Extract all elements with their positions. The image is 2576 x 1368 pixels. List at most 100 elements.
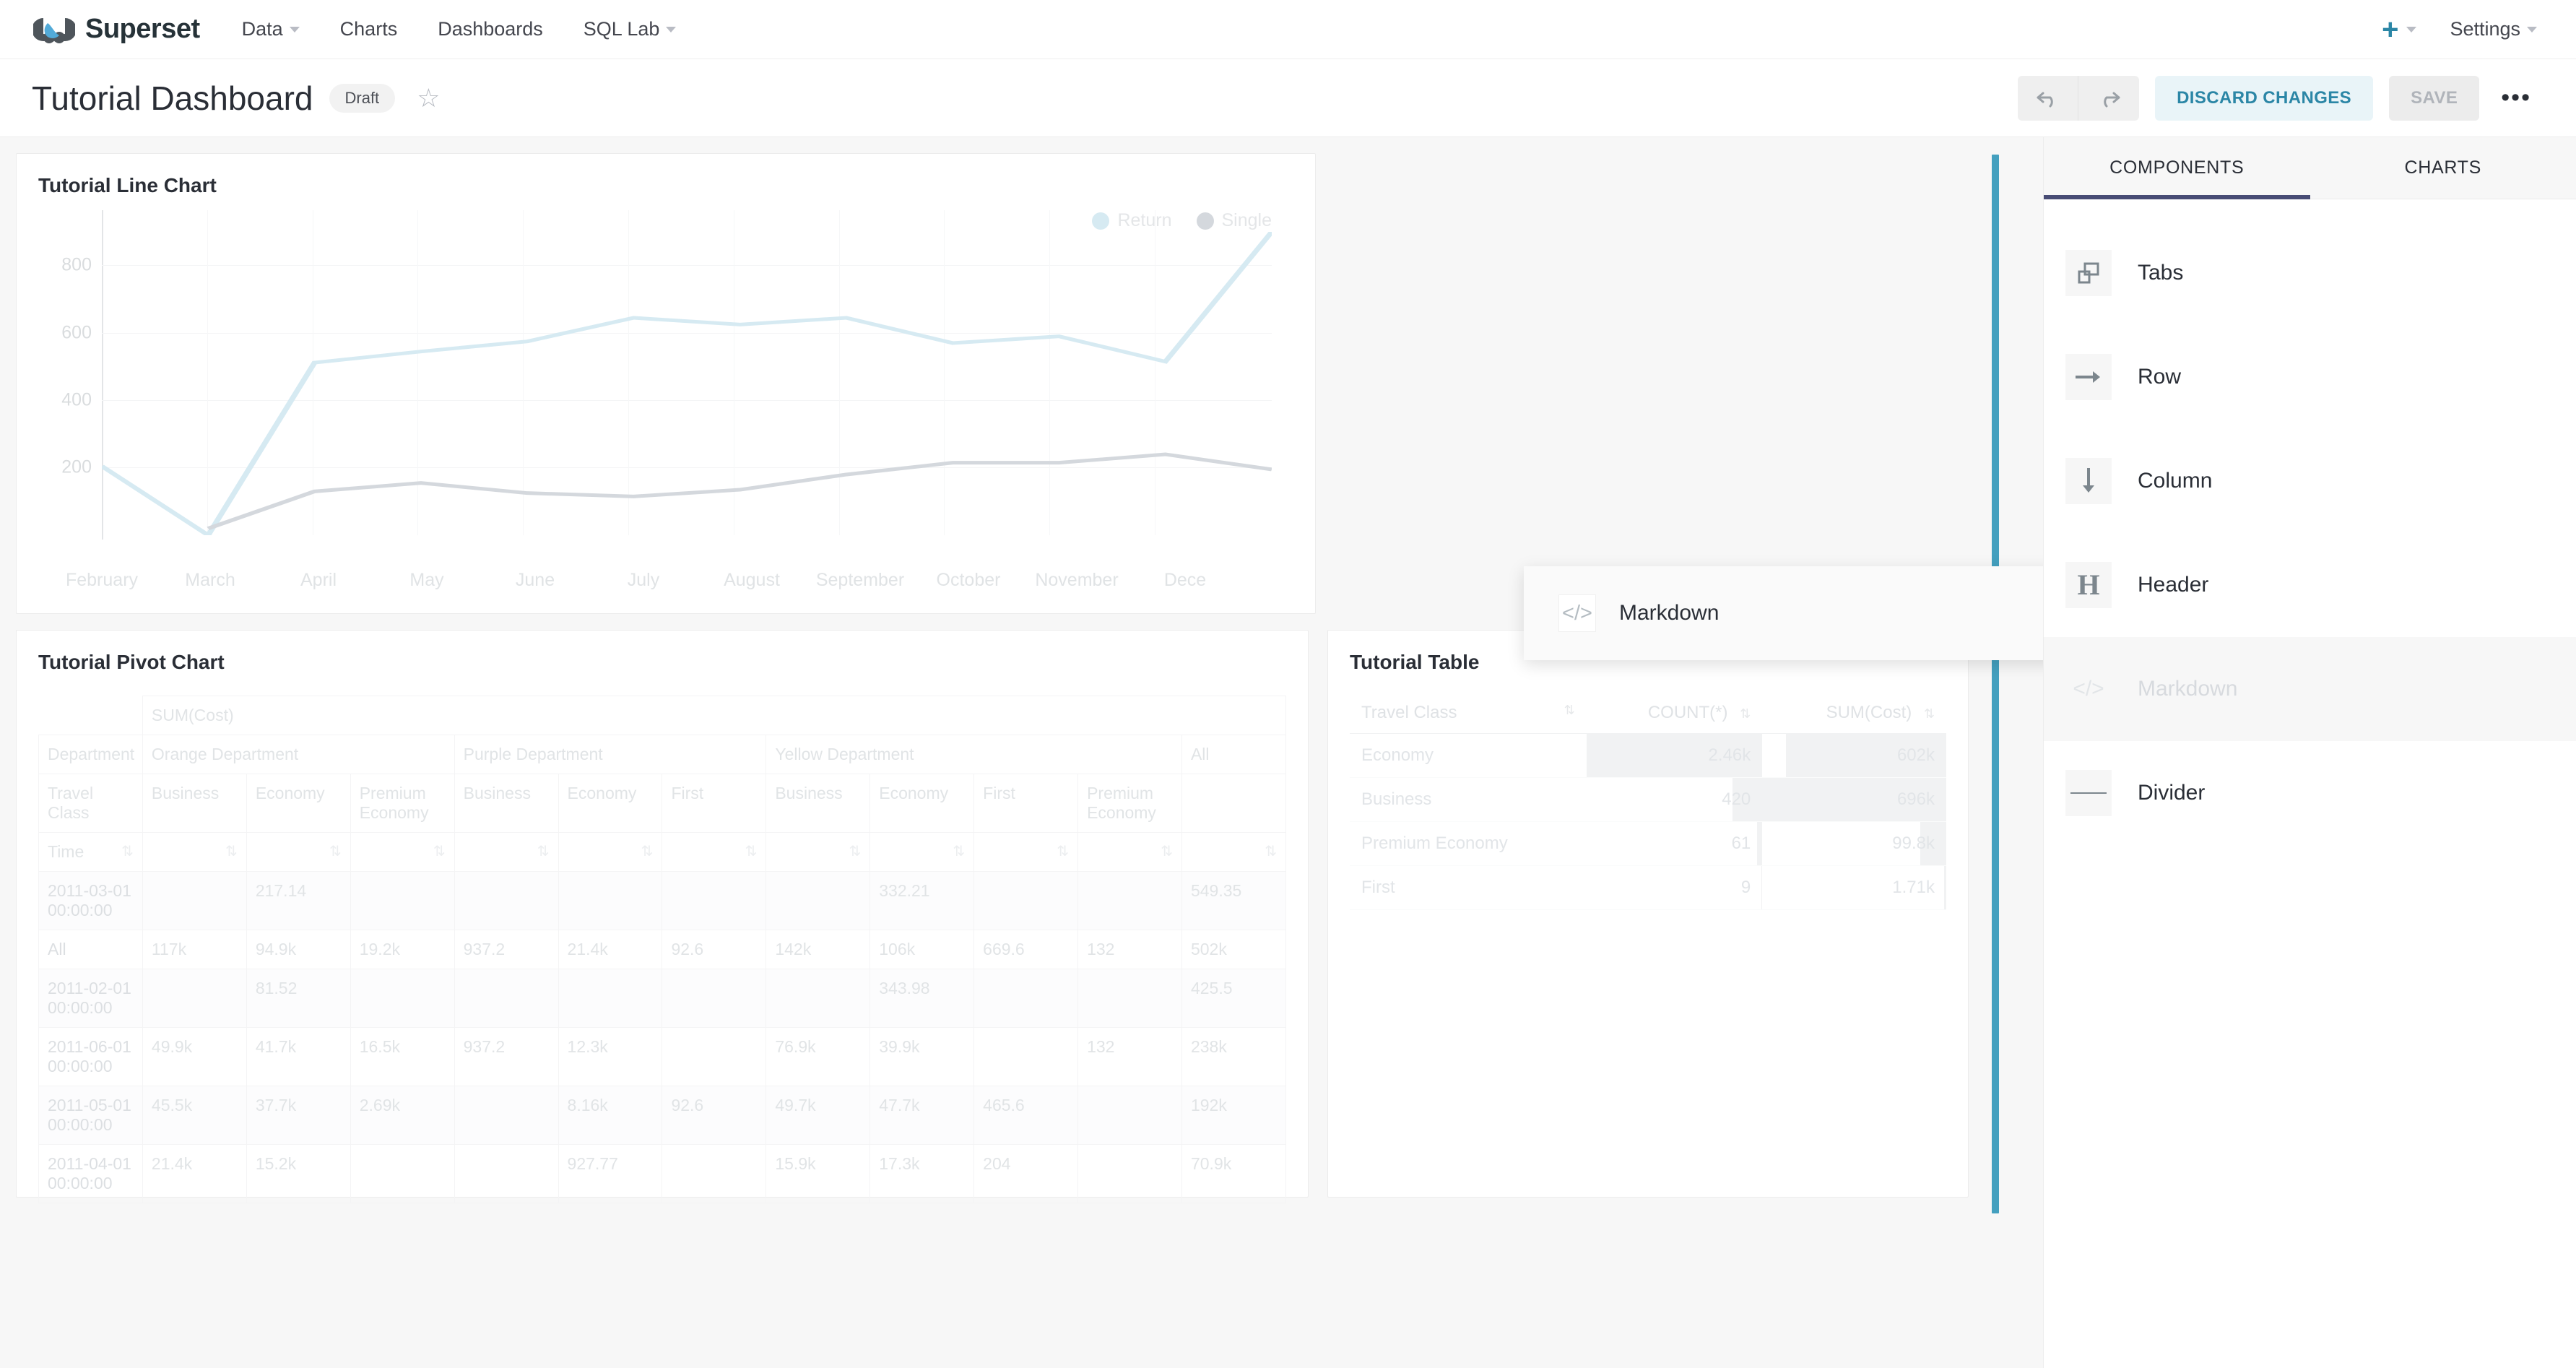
save-button[interactable]: SAVE: [2389, 75, 2480, 121]
pivot-value-cell: [973, 969, 1079, 1028]
nav-item-charts[interactable]: Charts: [340, 18, 398, 40]
legend-item-return[interactable]: Return: [1092, 210, 1172, 231]
cell-value: 420: [1722, 789, 1751, 809]
table-row[interactable]: Economy 2.46k 602k: [1350, 733, 1946, 778]
pivot-value-cell: 16.5k: [350, 1027, 455, 1086]
legend-label-return: Return: [1117, 210, 1172, 230]
nav-item-settings[interactable]: Settings: [2450, 18, 2537, 40]
pivot-value-cell: 217.14: [246, 871, 351, 930]
component-item-tabs[interactable]: Tabs: [2044, 221, 2576, 325]
brand-logo[interactable]: Superset: [32, 14, 200, 45]
redo-button[interactable]: [2078, 75, 2140, 121]
sort-icon: ⇅: [1923, 706, 1935, 721]
more-options-icon[interactable]: •••: [2501, 84, 2531, 111]
x-axis-tick: February: [65, 570, 139, 590]
sort-icon[interactable]: ⇅: [953, 844, 966, 860]
sort-icon[interactable]: ⇅: [1057, 844, 1070, 860]
column-header-sum-cost[interactable]: SUM(Cost) ⇅: [1762, 693, 1946, 734]
tab-charts[interactable]: CHARTS: [2310, 137, 2576, 199]
component-item-markdown[interactable]: </> Markdown: [2044, 637, 2576, 741]
chart-card-table[interactable]: Tutorial Table Travel Class ⇅ COUNT(*) ⇅: [1327, 630, 1969, 1198]
pivot-subgroup-label: Travel Class: [38, 774, 143, 833]
pivot-value-cell: 669.6: [973, 930, 1079, 969]
table-row[interactable]: All 117k 94.9k 19.2k 937.2 21.4k 92.6 142k 106k 6…: [38, 930, 1287, 969]
table-row[interactable]: 2011-02-01 00:00:00 81.52 343.98 425.5: [38, 969, 1287, 1028]
nav-item-data[interactable]: Data: [242, 18, 300, 40]
navbar-right: + Settings: [2382, 15, 2537, 44]
superset-logo-icon: [32, 15, 77, 44]
y-axis-tick: 800: [61, 254, 92, 275]
arrow-right-icon: [2065, 354, 2112, 400]
pivot-table-head: SUM(Cost) Department Orange Department Purp…: [38, 696, 1287, 872]
sort-icon[interactable]: ⇅: [121, 844, 134, 860]
component-item-label: Tabs: [2138, 261, 2184, 285]
pivot-class-header: First: [662, 774, 767, 833]
sort-icon[interactable]: ⇅: [225, 844, 238, 860]
pivot-value-cell: [1077, 1144, 1182, 1203]
discard-changes-button[interactable]: DISCARD CHANGES: [2155, 75, 2374, 121]
sort-icon[interactable]: ⇅: [849, 844, 862, 860]
pivot-value-cell: 92.6: [662, 1086, 767, 1145]
pivot-value-cell: 8.16k: [558, 1086, 663, 1145]
pivot-sort-cell: ⇅: [142, 832, 247, 872]
x-axis-tick: September: [815, 570, 905, 590]
empty-grid-slot[interactable]: [1316, 153, 2027, 614]
column-header-travel-class[interactable]: Travel Class ⇅: [1350, 693, 1587, 734]
pivot-value-cell: [973, 871, 1079, 930]
pivot-value-cell: 937.2: [454, 930, 559, 969]
component-item-label: Column: [2138, 469, 2213, 493]
chevron-down-icon: [289, 26, 300, 33]
chart-card-line[interactable]: Tutorial Line Chart Return Single: [16, 153, 1316, 614]
component-item-row[interactable]: Row: [2044, 325, 2576, 429]
gridline: [207, 210, 208, 535]
legend-item-single[interactable]: Single: [1196, 210, 1272, 231]
undo-button[interactable]: [2018, 75, 2079, 121]
cell-bar: [1756, 822, 1763, 865]
new-item-button[interactable]: +: [2382, 15, 2417, 44]
sort-icon[interactable]: ⇅: [329, 844, 342, 860]
x-axis-tick: June: [515, 570, 555, 590]
tab-components[interactable]: COMPONENTS: [2044, 137, 2310, 199]
table-row[interactable]: 2011-04-01 00:00:00 21.4k 15.2k 927.77 15.9k…: [38, 1144, 1287, 1203]
table-row[interactable]: Premium Economy 61 99.8k: [1350, 821, 1946, 866]
cell-value: 602k: [1896, 745, 1935, 765]
chevron-down-icon: [666, 26, 677, 33]
cell-count: 61: [1586, 821, 1763, 866]
chevron-down-icon: [2527, 26, 2537, 33]
sort-icon[interactable]: ⇅: [745, 844, 758, 860]
pivot-sort-row[interactable]: Time ⇅ ⇅ ⇅ ⇅ ⇅ ⇅ ⇅ ⇅ ⇅ ⇅ ⇅ ⇅: [38, 832, 1287, 872]
sort-icon[interactable]: ⇅: [1161, 844, 1173, 860]
pivot-value-cell: 2.69k: [350, 1086, 455, 1145]
pivot-value-cell: 39.9k: [869, 1027, 975, 1086]
gridline: [944, 210, 945, 535]
gridline: [628, 210, 629, 535]
chart-card-pivot[interactable]: Tutorial Pivot Chart SUM(Cost) Department…: [16, 630, 1309, 1203]
column-header-count[interactable]: COUNT(*) ⇅: [1586, 693, 1763, 734]
dashboard-grid[interactable]: Tutorial Line Chart Return Single: [0, 137, 2043, 1368]
results-table[interactable]: Travel Class ⇅ COUNT(*) ⇅ SUM(Cost) ⇅: [1350, 693, 1946, 910]
pivot-corner-cell: [38, 696, 143, 735]
table-row[interactable]: 2011-03-01 00:00:00 217.14 332.21 549.35: [38, 871, 1287, 930]
table-row[interactable]: Business 420 696k: [1350, 777, 1946, 822]
table-row[interactable]: First 9 1.71k: [1350, 865, 1946, 910]
chart-title-pivot: Tutorial Pivot Chart: [38, 651, 225, 673]
table-row[interactable]: 2011-06-01 00:00:00 49.9k 41.7k 16.5k 937.2 1…: [38, 1027, 1287, 1086]
sort-icon[interactable]: ⇅: [537, 844, 550, 860]
nav-item-sql-lab[interactable]: SQL Lab: [584, 18, 677, 40]
component-item-header[interactable]: H Header: [2044, 533, 2576, 637]
sort-icon[interactable]: ⇅: [1265, 844, 1277, 860]
component-item-column[interactable]: Column: [2044, 429, 2576, 533]
sort-icon[interactable]: ⇅: [433, 844, 446, 860]
pivot-class-header: Business: [766, 774, 871, 833]
pivot-sort-cell: ⇅: [662, 832, 767, 872]
table-row[interactable]: 2011-05-01 00:00:00 45.5k 37.7k 2.69k 8.16k 9…: [38, 1086, 1287, 1145]
pivot-table[interactable]: SUM(Cost) Department Orange Department Purp…: [38, 696, 1287, 1203]
nav-item-sql-lab-label: SQL Lab: [583, 18, 660, 40]
pivot-class-header: Premium Economy: [1077, 774, 1182, 833]
sort-icon[interactable]: ⇅: [641, 844, 654, 860]
star-outline-icon[interactable]: ☆: [417, 82, 441, 113]
nav-item-dashboards[interactable]: Dashboards: [438, 18, 543, 40]
component-item-divider[interactable]: Divider: [2044, 741, 2576, 845]
pivot-value-cell: [1077, 871, 1182, 930]
pivot-metric-header: SUM(Cost): [142, 696, 1287, 735]
